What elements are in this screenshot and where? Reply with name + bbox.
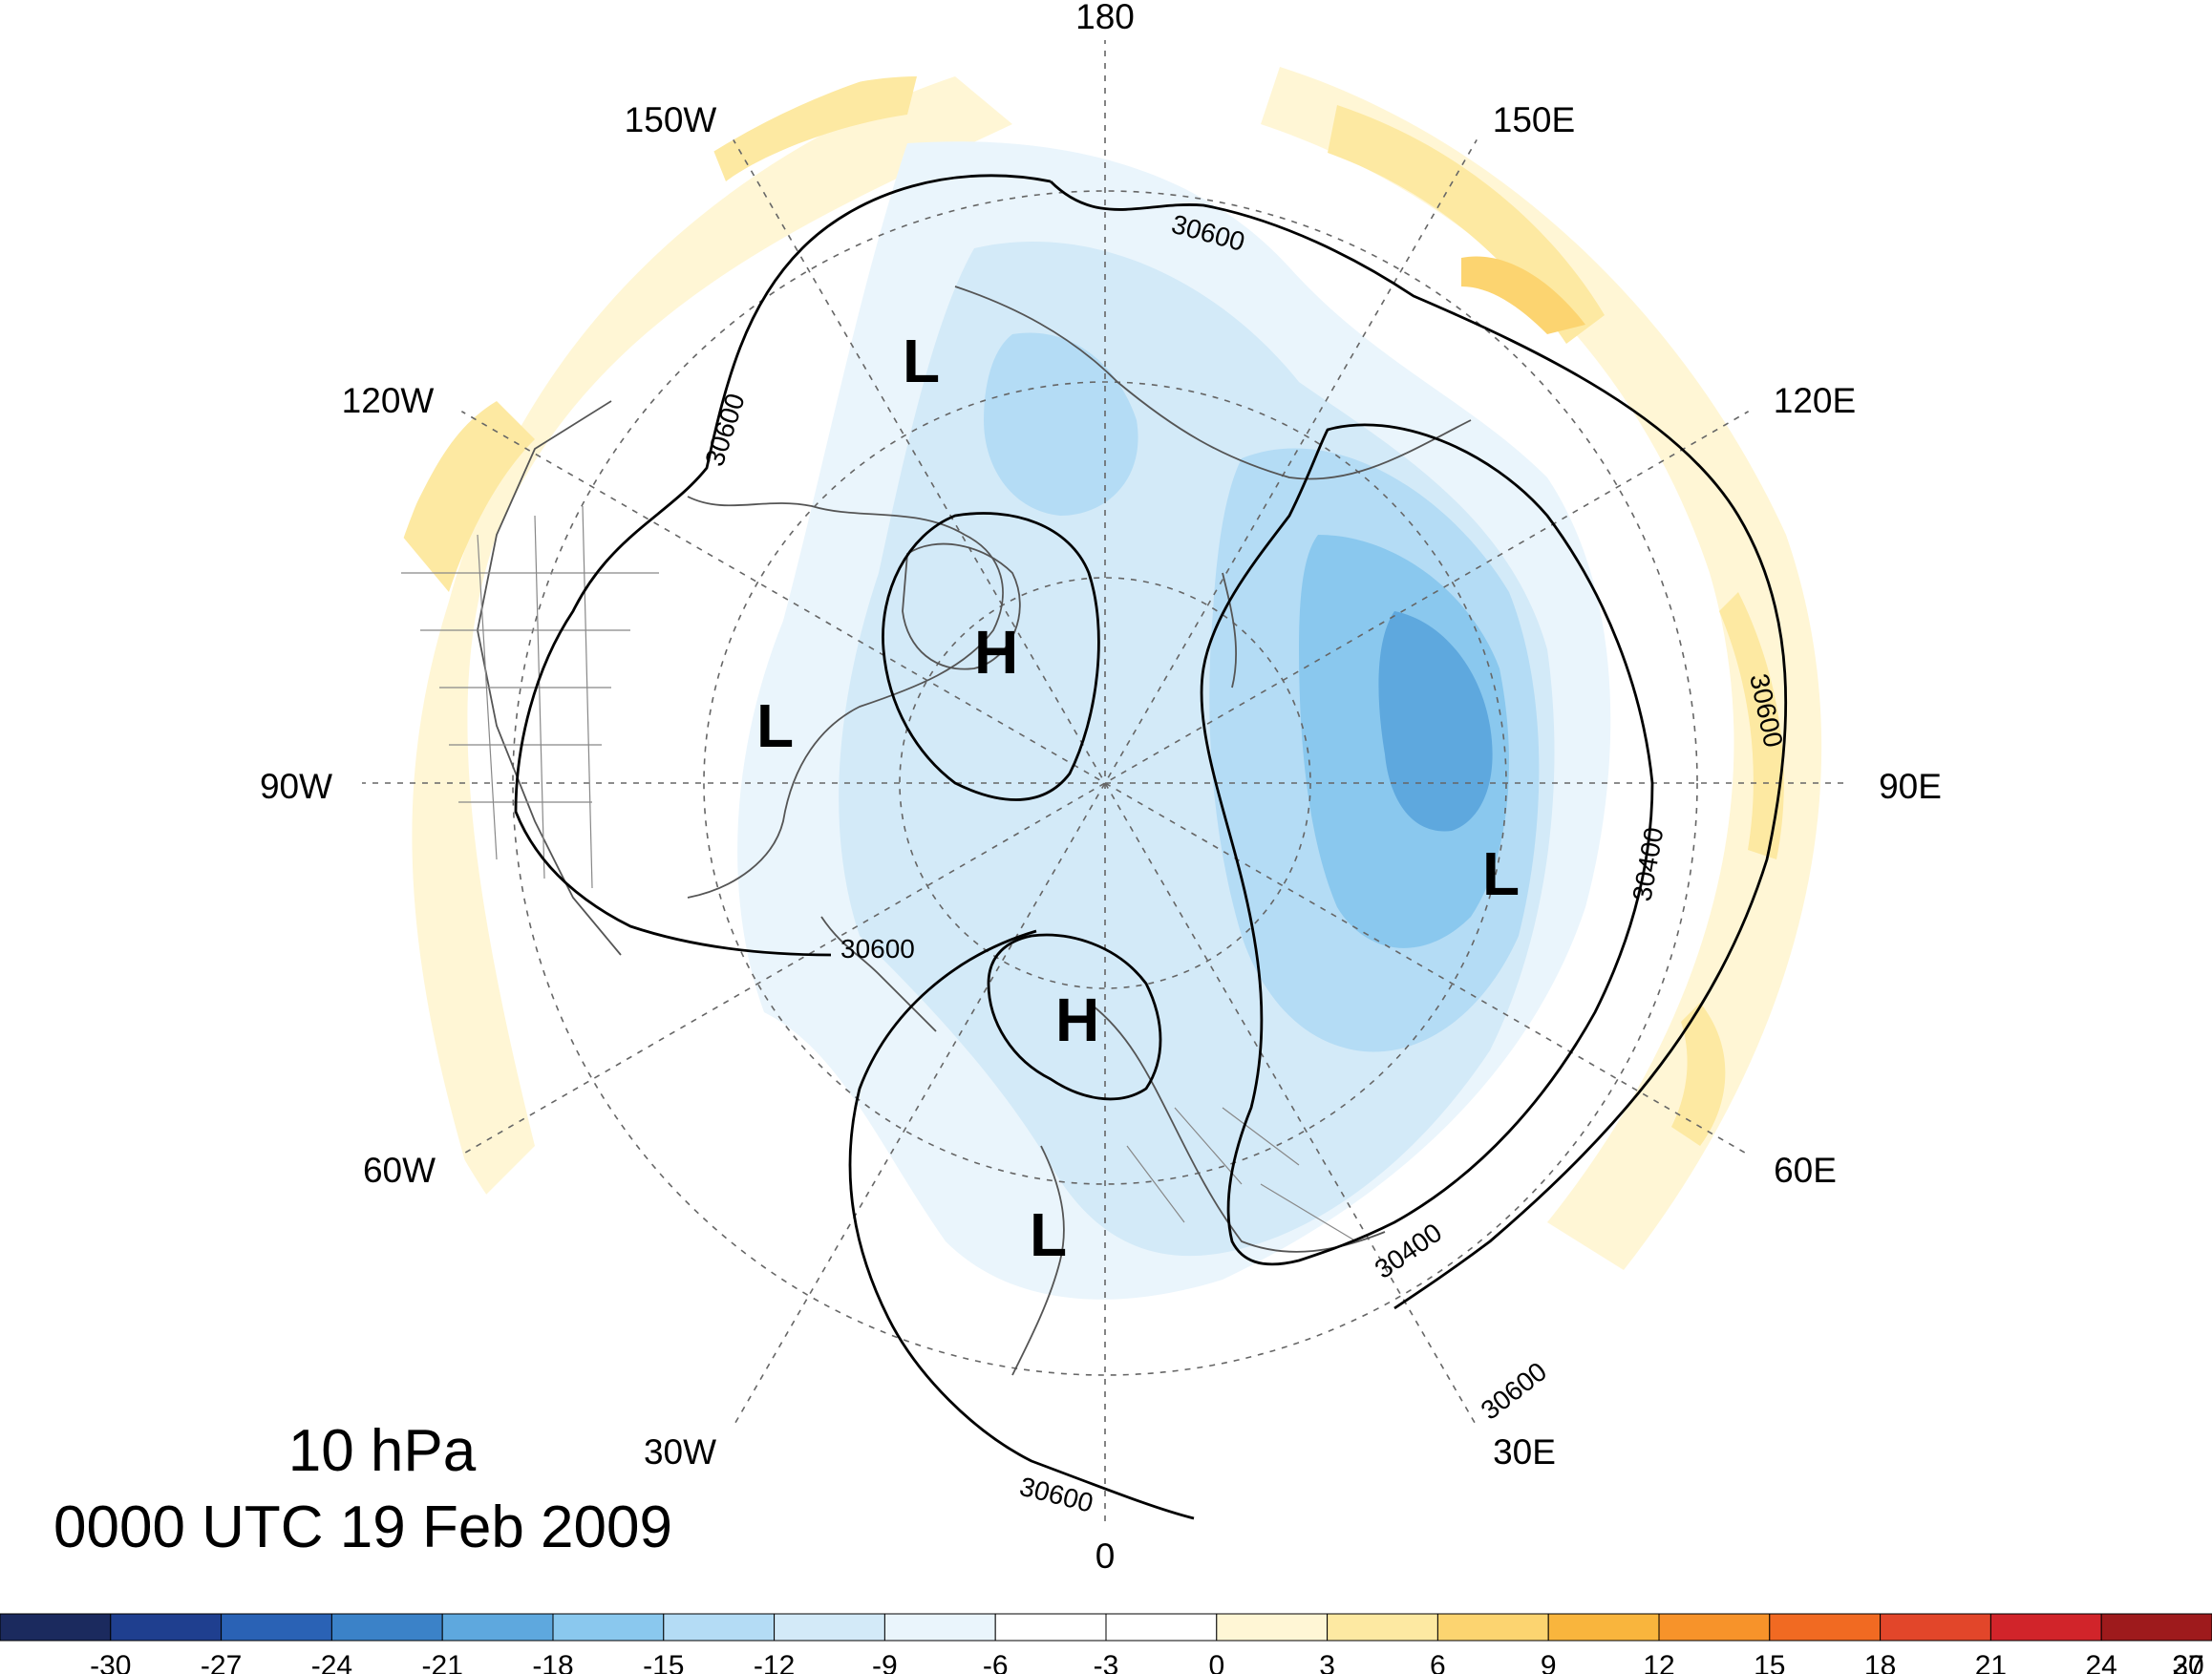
colorbar-tick-label: 24 [2086, 1650, 2117, 1674]
longitude-label-90e: 90E [1879, 767, 1942, 806]
contour-30400 [1200, 423, 1654, 1266]
colorbar-tick-label: 3 [1319, 1650, 1335, 1674]
longitude-label-180: 180 [1075, 0, 1135, 36]
colorbar-swatch [110, 1613, 223, 1642]
colorbar-tick-label: -3 [1094, 1650, 1119, 1674]
colorbar-tick-label: 6 [1430, 1650, 1446, 1674]
colorbar-swatch [774, 1613, 885, 1642]
longitude-label-30e: 30E [1493, 1432, 1556, 1472]
colorbar-swatch [221, 1613, 332, 1642]
title-pressure-level: 10 hPa [288, 1418, 477, 1484]
colorbar-tick-label: 27 [2172, 1650, 2203, 1674]
cold-anomaly [984, 332, 1138, 516]
longitude-label-60e: 60E [1774, 1151, 1837, 1190]
longitude-label-150e: 150E [1493, 100, 1575, 139]
warm-anomaly-ring [707, 76, 917, 181]
colorbar-swatch [2100, 1613, 2212, 1642]
colorbar-tick-label: 30 [2172, 1650, 2203, 1674]
warm-anomaly-ring [401, 401, 535, 592]
high-center-marker: H [974, 618, 1018, 687]
colorbar-swatch [1658, 1613, 1771, 1642]
colorbar-tick-label: -18 [532, 1650, 573, 1674]
colorbar-swatch [1769, 1613, 1882, 1642]
warm-anomaly-ring [1671, 1003, 1726, 1146]
colorbar-swatch [1880, 1613, 1991, 1642]
longitude-labels: 180 150E 120E 90E 60E 30E 0 30W 60W 90W … [260, 0, 1942, 1576]
colorbar-swatch [552, 1613, 665, 1642]
map-boundary [358, 36, 1852, 1530]
colorbar-tick-label: -12 [754, 1650, 795, 1674]
colorbar-swatch [0, 1613, 112, 1642]
low-center-marker: L [1482, 839, 1520, 908]
colorbar-swatch [441, 1613, 554, 1642]
high-center-marker: H [1055, 985, 1099, 1054]
colorbar-swatch [1436, 1613, 1549, 1642]
colorbar-swatch [1327, 1613, 1438, 1642]
coastlines [477, 286, 1472, 1376]
colorbar-tick-label: 18 [1864, 1650, 1896, 1674]
warm-anomaly-ring [1261, 67, 1822, 1270]
warm-anomaly-ring [1719, 592, 1784, 859]
low-center-marker: L [756, 691, 794, 760]
longitude-label-120e: 120E [1774, 381, 1856, 420]
colorbar-swatch [1547, 1613, 1660, 1642]
contour-high-1 [882, 512, 1100, 801]
colorbar-swatch [1105, 1613, 1218, 1642]
colorbar-tick-label: -24 [311, 1650, 352, 1674]
contour-30600-east [514, 174, 1052, 957]
warm-anomaly-ring [1461, 256, 1585, 334]
contour-label: 30400 [1627, 825, 1669, 903]
contour-30600-south [848, 929, 1195, 1520]
contour-high-2 [987, 933, 1162, 1101]
cold-anomaly [1378, 611, 1493, 832]
title-valid-time: 0000 UTC 19 Feb 2009 [53, 1494, 672, 1560]
contour-label: 30600 [1476, 1356, 1552, 1425]
colorbar-tick-label: -21 [422, 1650, 463, 1674]
low-center-marker: L [903, 327, 940, 395]
colorbar-tick-label: -9 [872, 1650, 898, 1674]
contour-label: 30600 [840, 934, 915, 964]
colorbar-tick-label: -27 [201, 1650, 242, 1674]
longitude-label-60w: 60W [363, 1151, 436, 1190]
low-center-marker: L [1030, 1200, 1067, 1269]
graticule [360, 38, 1850, 1528]
longitude-label-0: 0 [1095, 1536, 1116, 1576]
colorbar-swatch [994, 1613, 1107, 1642]
colorbar-tick-label: 12 [1643, 1650, 1674, 1674]
colorbar-tick-label: -30 [90, 1650, 131, 1674]
colorbar-swatch [883, 1613, 996, 1642]
longitude-label-150w: 150W [625, 100, 717, 139]
warm-anomaly-ring [412, 76, 1012, 1203]
longitude-label-30w: 30W [644, 1432, 716, 1472]
colorbar-tick-label: 21 [1975, 1650, 2007, 1674]
anomaly-shading [401, 67, 1822, 1300]
colorbar-tick-label: 9 [1541, 1650, 1557, 1674]
longitude-label-120w: 120W [342, 381, 435, 420]
colorbar-tick-label: -15 [643, 1650, 684, 1674]
colorbar: -30 -27 -24 -21 -18 -15 -12 -9 -6 -3 0 3 6 9 12 15 18 21 2… [0, 1613, 2212, 1674]
contour-30600-west [1050, 180, 1788, 1310]
colorbar-swatch [1216, 1613, 1329, 1642]
colorbar-swatch [1989, 1613, 2102, 1642]
contour-label: 30600 [699, 390, 751, 470]
colorbar-tick-label: 0 [1208, 1650, 1224, 1674]
pressure-centers: L L L L H H [756, 327, 1520, 1269]
contour-label: 30600 [1017, 1472, 1096, 1518]
longitude-label-90w: 90W [260, 767, 332, 806]
colorbar-tick-label: -6 [983, 1650, 1009, 1674]
political-borders [401, 505, 1357, 1242]
colorbar-swatch [663, 1613, 776, 1642]
height-contours [514, 174, 1788, 1520]
colorbar-swatch [330, 1613, 443, 1642]
colorbar-tick-label: 15 [1754, 1650, 1785, 1674]
